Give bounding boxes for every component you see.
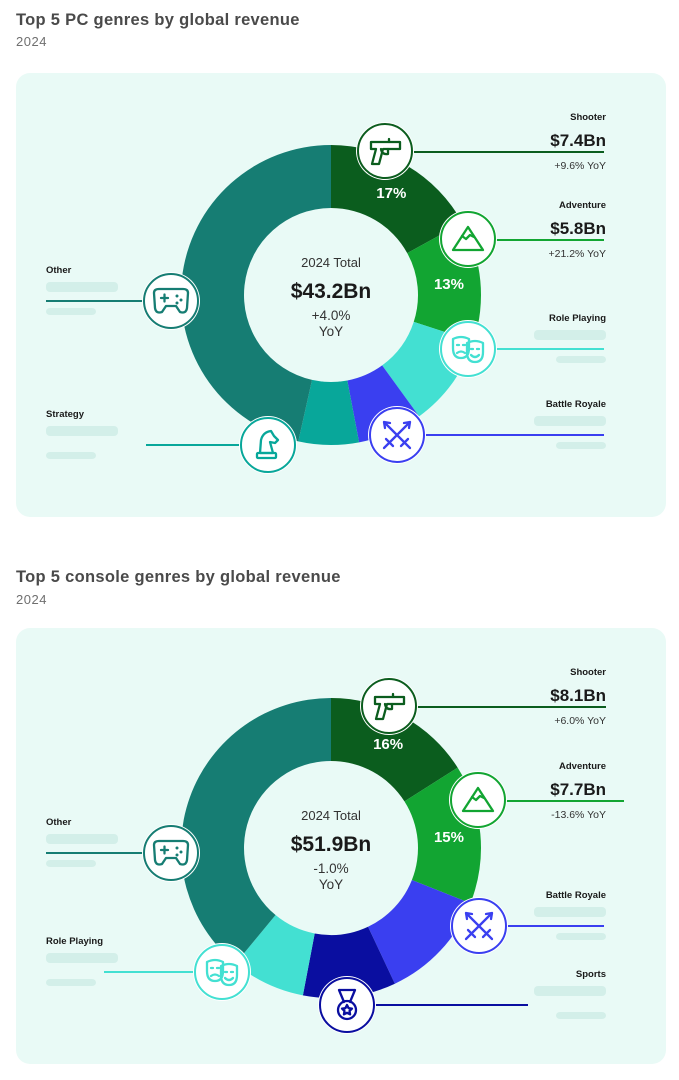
gamepad-icon (142, 824, 200, 882)
console-chart-subtitle: 2024 (16, 592, 47, 607)
slice-other (180, 145, 331, 442)
genre-label-shooter: Shooter (570, 667, 606, 678)
placeholder-bar (556, 356, 606, 363)
placeholder-bar (46, 452, 96, 459)
placeholder-bar (46, 282, 118, 292)
genre-label-strategy: Strategy (46, 409, 85, 420)
genre-label-other: Other (46, 817, 72, 828)
genre-label-battle-royale: Battle Royale (546, 399, 606, 410)
pc-donut-chart: 17% 13% 2024 Total $43.2Bn +4.0%YoY Shooter $7… (46, 112, 606, 474)
console-chart-card: 16% 15% 2024 Total $51.9Bn -1.0% YoY Shooter $8… (16, 628, 666, 1064)
center-total-change-unit: YoY (319, 877, 343, 892)
theater-masks-icon (193, 943, 251, 1001)
genre-change-shooter: +9.6% YoY (554, 160, 606, 172)
slice-label-shooter: 16% (373, 736, 403, 753)
slice-label-adventure: 15% (434, 829, 464, 846)
center-total-label: 2024 Total (301, 808, 361, 823)
slice-sports (302, 926, 395, 998)
slice-role-playing (235, 915, 315, 996)
pc-chart-card: 17% 13% 2024 Total $43.2Bn +4.0% YoY Shooter $7… (16, 73, 666, 517)
genre-label-other: Other (46, 265, 72, 276)
medal-icon (318, 976, 376, 1034)
slice-shooter (331, 698, 458, 802)
slice-label-shooter: 17% (376, 185, 406, 202)
gamepad-icon (142, 272, 200, 330)
pc-chart-title: Top 5 PC genres by global revenue (16, 11, 300, 29)
pc-chart-subtitle: 2024 (16, 34, 47, 49)
placeholder-bar (534, 907, 606, 917)
chess-knight-icon (239, 416, 297, 474)
crossed-swords-icon (450, 897, 508, 955)
center-total-value: $51.9Bn (291, 833, 372, 856)
slice-battle-royale (368, 880, 471, 984)
genre-change-adventure: +21.2% YoY (548, 248, 606, 260)
center-total-value: $43.2Bn (291, 280, 372, 303)
genre-label-shooter: Shooter (570, 112, 606, 123)
genre-label-adventure: Adventure (559, 200, 606, 211)
placeholder-bar (46, 426, 118, 436)
slice-other (181, 698, 331, 964)
center-total-label: 2024 Total (301, 255, 361, 270)
placeholder-bar (556, 933, 606, 940)
placeholder-bar (46, 953, 118, 963)
genre-value-shooter: $8.1Bn (550, 686, 606, 705)
placeholder-bar (534, 416, 606, 426)
genre-label-role-playing: Role Playing (46, 936, 103, 947)
genre-value-adventure: $7.7Bn (550, 780, 606, 799)
crossed-swords-icon (368, 406, 426, 464)
genre-value-adventure: $5.8Bn (550, 219, 606, 238)
placeholder-bar (534, 330, 606, 340)
slice-strategy (298, 379, 360, 445)
placeholder-bar (556, 442, 606, 449)
genre-label-adventure: Adventure (559, 761, 606, 772)
mountain-icon (439, 210, 497, 268)
mountain-icon (449, 771, 507, 829)
placeholder-bar (46, 979, 96, 986)
pistol-icon (360, 677, 418, 735)
genre-label-sports: Sports (576, 969, 606, 980)
genre-change-adventure: -13.6% YoY (551, 809, 606, 821)
placeholder-bar (534, 986, 606, 996)
slice-label-adventure: 13% (434, 276, 464, 293)
placeholder-bar (46, 308, 96, 315)
genre-label-role-playing: Role Playing (549, 313, 606, 324)
placeholder-bar (556, 1012, 606, 1019)
center-total-change: +4.0% (312, 308, 351, 323)
console-donut-chart: 16% 15% 2024 Total $51.9Bn -1.0%YoY Shooter $8… (46, 667, 624, 1034)
pistol-icon (356, 122, 414, 180)
placeholder-bar (46, 860, 96, 867)
genre-value-shooter: $7.4Bn (550, 131, 606, 150)
genre-change-shooter: +6.0% YoY (554, 715, 606, 727)
placeholder-bar (46, 834, 118, 844)
center-total-change: -1.0% (313, 861, 348, 876)
theater-masks-icon (439, 320, 497, 378)
slice-shooter (331, 145, 463, 254)
console-chart-title: Top 5 console genres by global revenue (16, 568, 341, 586)
genre-label-battle-royale: Battle Royale (546, 890, 606, 901)
center-total-change-unit: YoY (319, 324, 343, 339)
